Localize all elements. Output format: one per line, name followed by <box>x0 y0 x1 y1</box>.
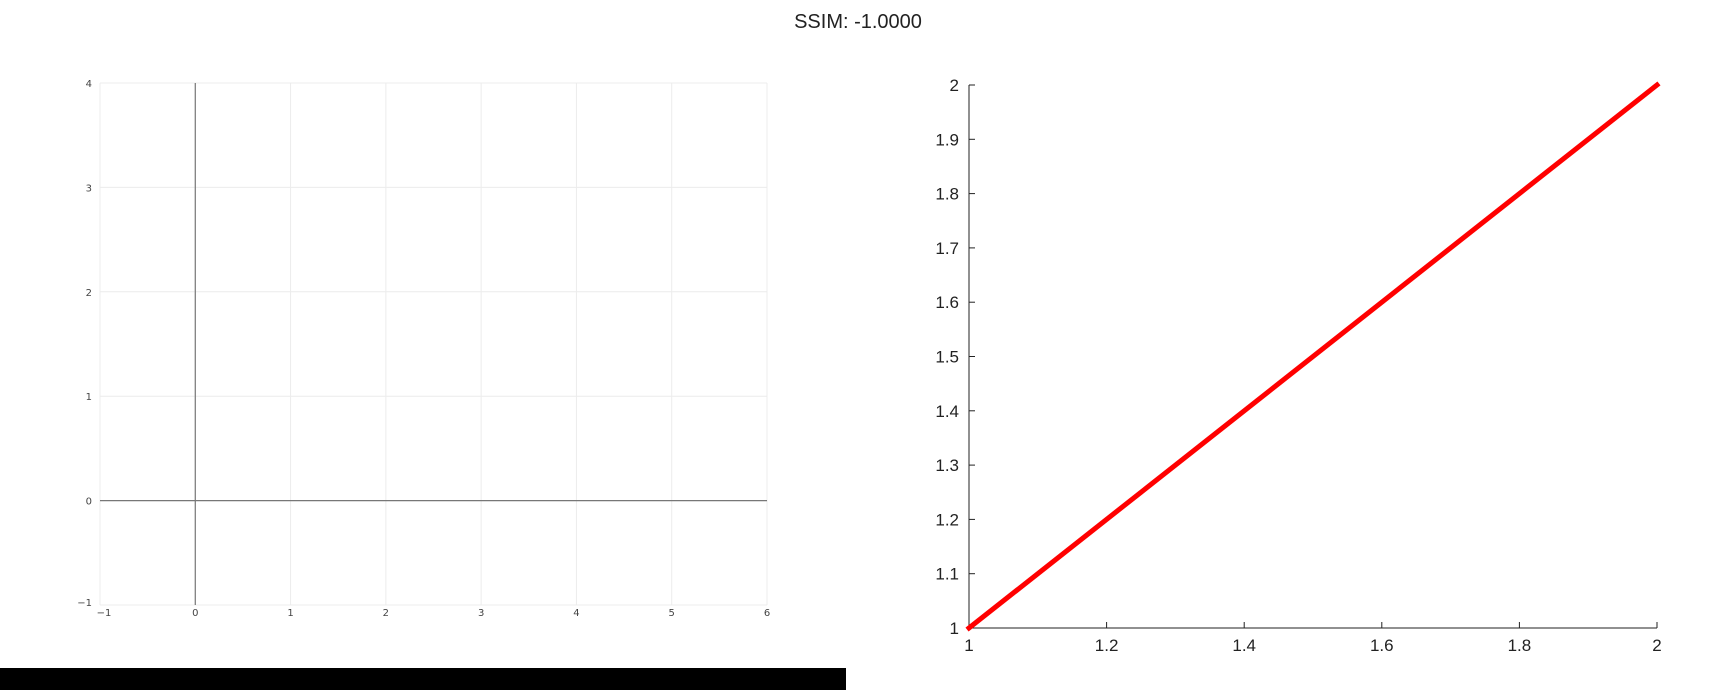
right-y-tick-label-3: 1.3 <box>935 456 959 475</box>
right-x-tick-label-0: 1 <box>964 636 973 655</box>
right-y-tick-label-8: 1.8 <box>935 185 959 204</box>
right-y-tick-label-1: 1.1 <box>935 565 959 584</box>
right-y-tick-labels: 1 1.1 1.2 1.3 1.4 1.5 1.6 1.7 1.8 1.9 2 <box>935 76 959 638</box>
left-y-tick-label-1: 0 <box>86 497 92 508</box>
right-y-tick-label-5: 1.5 <box>935 348 959 367</box>
left-plot: −1 0 1 2 3 4 5 6 −1 0 1 2 3 4 <box>77 79 770 619</box>
right-series <box>965 81 1661 632</box>
left-x-tick-labels: −1 0 1 2 3 4 5 6 <box>97 608 771 619</box>
left-x-tick-label-5: 4 <box>573 608 579 619</box>
right-plot: 1 1.2 1.4 1.6 1.8 2 1 1.1 1.2 1.3 1.4 1.5 1.6 1.7 1.8… <box>935 76 1661 655</box>
left-x-tick-label-7: 6 <box>764 608 770 619</box>
left-axes <box>100 83 767 605</box>
right-x-tick-labels: 1 1.2 1.4 1.6 1.8 2 <box>964 636 1661 655</box>
right-x-tick-label-4: 1.8 <box>1508 636 1532 655</box>
left-y-tick-label-5: 4 <box>86 79 92 90</box>
left-grid <box>99 82 768 606</box>
left-x-tick-label-4: 3 <box>478 608 484 619</box>
left-x-tick-label-6: 5 <box>669 608 675 619</box>
right-y-tick-label-2: 1.2 <box>935 510 959 529</box>
right-y-tick-label-4: 1.4 <box>935 402 959 421</box>
right-y-tick-label-10: 2 <box>950 76 959 95</box>
right-x-tick-label-2: 1.4 <box>1232 636 1256 655</box>
left-x-tick-label-1: 0 <box>192 608 198 619</box>
right-y-tick-label-9: 1.9 <box>935 130 959 149</box>
left-x-tick-label-0: −1 <box>97 608 112 619</box>
left-y-tick-labels: −1 0 1 2 3 4 <box>77 79 92 609</box>
right-series-line-0 <box>965 81 1661 632</box>
left-y-tick-label-0: −1 <box>77 598 92 609</box>
left-x-tick-label-2: 1 <box>287 608 293 619</box>
right-y-tick-label-0: 1 <box>950 619 959 638</box>
left-x-tick-label-3: 2 <box>383 608 389 619</box>
left-y-tick-label-2: 1 <box>86 392 92 403</box>
right-y-tick-label-6: 1.6 <box>935 293 959 312</box>
right-x-tick-label-3: 1.6 <box>1370 636 1394 655</box>
figure-title: SSIM: -1.0000 <box>794 11 922 33</box>
right-x-tick-label-5: 2 <box>1652 636 1661 655</box>
right-x-tick-label-1: 1.2 <box>1095 636 1119 655</box>
left-y-tick-label-4: 3 <box>86 183 92 194</box>
left-y-tick-label-3: 2 <box>86 288 92 299</box>
right-y-tick-label-7: 1.7 <box>935 239 959 258</box>
black-bar <box>0 668 846 690</box>
